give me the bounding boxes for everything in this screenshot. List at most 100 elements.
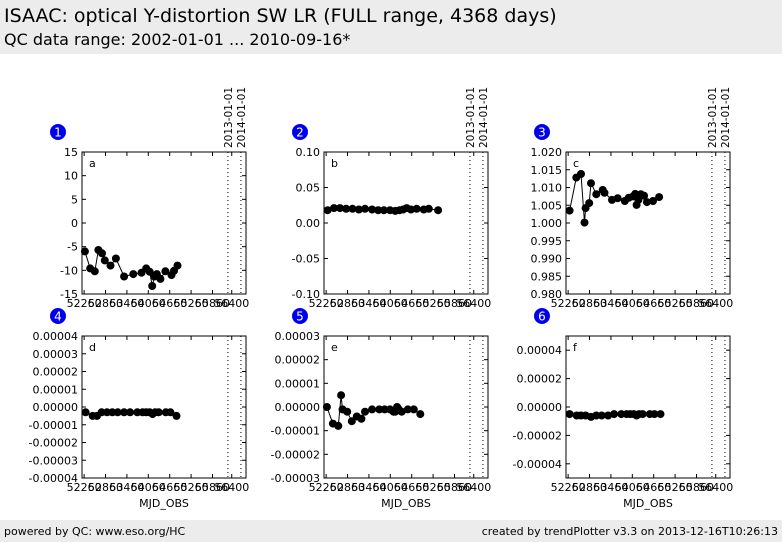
panel-letter: e	[331, 341, 338, 354]
x-tick-label: 52860	[88, 297, 123, 310]
y-tick-label: -0.10	[292, 288, 320, 301]
data-point	[565, 410, 574, 419]
panel-letter: c	[573, 157, 579, 170]
y-tick-label: -15	[60, 288, 78, 301]
data-point	[397, 407, 406, 416]
data-point	[81, 408, 90, 417]
y-tick-label: 0	[71, 217, 78, 230]
x-tick-label: 56400	[456, 481, 491, 494]
panel-letter: d	[89, 341, 96, 354]
y-tick-label: 0.995	[531, 235, 563, 248]
page-header: ISAAC: optical Y-distortion SW LR (FULL …	[0, 0, 782, 54]
x-tick-label: 54060	[615, 481, 650, 494]
panel-letter: b	[331, 157, 338, 170]
data-point	[640, 191, 649, 200]
plot-area	[565, 151, 731, 295]
data-point	[409, 405, 418, 414]
chart-panel-c: 2013-01-01 2014-01-01 1.020 1.015 1.010 1.005…	[531, 87, 734, 310]
panel-badge-number: 6	[538, 310, 546, 324]
chart-panel-d: 0.00004 0.00003 0.00002 0.00001 0.00000 -0.00…	[29, 308, 249, 510]
y-tick-label: 0.00001	[33, 383, 79, 396]
panel-badge	[292, 308, 308, 324]
panel-badge	[50, 124, 66, 140]
y-tick-label: 1.015	[531, 164, 563, 177]
data-point	[585, 199, 594, 208]
data-point	[403, 405, 412, 414]
y-tick-label: -0.00002	[29, 437, 78, 450]
panel-badge-number: 1	[54, 126, 62, 140]
plot-area	[81, 335, 247, 479]
x-tick-label: 53460	[351, 481, 386, 494]
x-tick-label: 53460	[593, 297, 628, 310]
y-tick-label: 0.00002	[275, 354, 321, 367]
chart-panel-f: 0.00004 0.00002 0.00000 -0.00002 -0.00004 522…	[513, 308, 733, 510]
data-point	[610, 410, 619, 419]
y-tick-label: 0.00004	[517, 344, 563, 357]
data-point	[655, 193, 664, 202]
footer-credit: powered by QC: www.eso.org/HC	[4, 525, 186, 538]
x-axis-label: MJD_OBS	[139, 497, 189, 510]
y-tick-label: 0.00001	[275, 377, 321, 390]
x-tick-label: 55860	[679, 481, 714, 494]
y-tick-label: -0.00004	[513, 458, 562, 471]
x-tick-label: 52260	[309, 481, 344, 494]
data-point	[600, 188, 609, 197]
data-point	[650, 410, 659, 419]
data-point	[434, 206, 443, 215]
x-tick-label: 54060	[373, 481, 408, 494]
x-tick-label: 52860	[330, 481, 365, 494]
data-point	[330, 204, 338, 213]
x-tick-label: 55860	[195, 481, 230, 494]
data-point	[172, 411, 181, 420]
x-tick-label: 54660	[394, 481, 429, 494]
y-tick-label: 0.985	[531, 270, 563, 283]
data-point	[166, 408, 175, 417]
reference-line-label: 2013-01-01	[223, 87, 235, 148]
chart-panel-a: 2013-01-01 2014-01-01151050-5-10-15522605…	[50, 87, 249, 310]
x-tick-label: 54660	[636, 481, 671, 494]
panel-badge	[534, 124, 550, 140]
y-tick-label: -0.00002	[513, 429, 562, 442]
data-point	[336, 204, 344, 213]
data-point	[656, 410, 665, 419]
y-tick-label: 0.00	[296, 217, 321, 230]
panel-letter: f	[573, 341, 578, 354]
x-tick-label: 52260	[551, 481, 586, 494]
y-tick-label: 0.00000	[517, 401, 563, 414]
x-tick-label: 55260	[658, 297, 693, 310]
y-tick-label: 15	[64, 146, 78, 159]
x-tick-label: 52860	[572, 481, 607, 494]
plot-area	[565, 335, 731, 479]
y-tick-label: 0.05	[296, 182, 321, 195]
data-point	[343, 407, 352, 416]
y-tick-label: 10	[64, 170, 78, 183]
y-tick-label: -0.05	[292, 253, 320, 266]
data-point	[342, 204, 351, 213]
y-tick-label: -0.00001	[29, 419, 78, 432]
panel-badge-number: 5	[296, 310, 304, 324]
panel-badge	[292, 124, 308, 140]
page-footer: powered by QC: www.eso.org/HC created by…	[0, 520, 782, 542]
reference-line-label: 2013-01-01	[465, 87, 477, 148]
x-tick-label: 54060	[615, 297, 650, 310]
data-point	[597, 411, 606, 420]
y-tick-label: 1.005	[531, 199, 563, 212]
y-tick-label: 0.00002	[517, 373, 563, 386]
y-tick-label: 0.00000	[33, 401, 79, 414]
x-axis-label: MJD_OBS	[381, 497, 431, 510]
footer-timestamp: created by trendPlotter v3.3 on 2013-12-…	[481, 525, 778, 538]
x-tick-label: 53460	[109, 481, 144, 494]
y-tick-label: -5	[67, 241, 78, 254]
x-tick-label: 56400	[698, 481, 733, 494]
data-point	[113, 408, 122, 417]
y-tick-label: 0.990	[531, 253, 563, 266]
y-tick-label: 1.010	[531, 182, 563, 195]
page-title: ISAAC: optical Y-distortion SW LR (FULL …	[4, 5, 557, 27]
y-tick-label: -10	[60, 264, 78, 277]
data-point	[592, 190, 601, 199]
y-tick-label: -0.00001	[271, 425, 320, 438]
x-tick-label: 56400	[698, 297, 733, 310]
chart-panel-b: 2013-01-01 2014-01-01 0.10 0.05 0.00 -0.05 -0.…	[292, 87, 492, 310]
data-point	[334, 421, 343, 430]
x-tick-label: 52260	[309, 297, 344, 310]
